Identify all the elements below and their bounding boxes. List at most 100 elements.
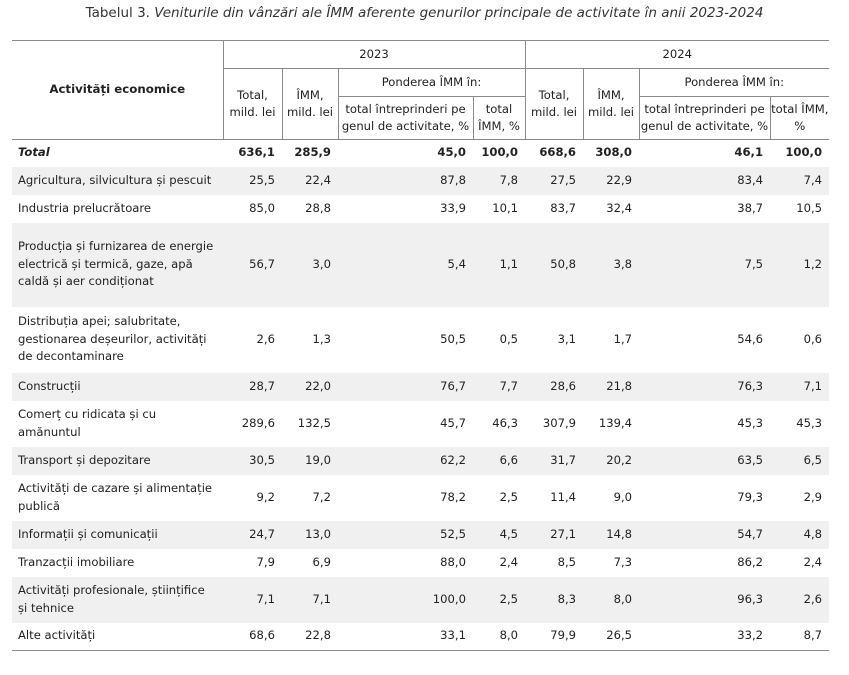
value-cell: 7,8 (473, 166, 526, 195)
header-share-2023: Ponderea ÎMM în: (337, 68, 526, 97)
value-cell: 3,0 (282, 222, 338, 307)
value-cell: 85,0 (249, 200, 275, 215)
value-cell: 2,6 (770, 576, 830, 623)
value-cell: 83,7 (550, 200, 577, 215)
value-cell: 45,3 (796, 415, 823, 430)
table-row: Agricultura, silvicultura și pescuit 25,5… (12, 166, 830, 195)
activity-name-cell: Total (18, 145, 50, 160)
header-share-imm-2023: total ÎMM, % (472, 96, 526, 140)
table-caption-prefix: Tabelul 3. (85, 5, 155, 21)
value-cell: 9,2 (256, 489, 275, 504)
value-cell: 25,5 (223, 166, 282, 195)
activity-name-cell: Alte activități (12, 622, 223, 651)
value-cell: 6,5 (770, 446, 830, 475)
header-imm-2023: ÎMM, mild. lei (281, 68, 338, 140)
value-cell: 2,6 (256, 331, 275, 346)
header-share-ent-2023: total întreprinderi pe genul de activita… (337, 96, 473, 140)
value-cell: 38,7 (737, 200, 764, 215)
activity-name-cell: Tranzacții imobiliare (18, 554, 135, 569)
value-cell: 100,0 (785, 145, 823, 160)
value-cell: 4,8 (770, 520, 830, 549)
activity-name-cell: Producția și furnizarea de energie elect… (12, 222, 223, 307)
value-cell: 7,2 (312, 489, 331, 504)
header-imm-2024: ÎMM, mild. lei (582, 68, 640, 140)
value-cell: 50,8 (525, 222, 584, 307)
table-row: Construcții 28,7 22,0 76,7 7,7 28,6 21,8 76,3 7,… (12, 372, 830, 401)
value-cell: 0,5 (499, 331, 519, 346)
value-cell: 5,4 (338, 222, 473, 307)
value-cell: 46,1 (734, 145, 764, 160)
value-cell: 668,6 (539, 145, 577, 160)
value-cell: 636,1 (238, 145, 275, 160)
table-header: Activități economice 2023 2024 Total, mi… (12, 40, 830, 140)
value-cell: 54,7 (639, 520, 771, 549)
table-row: Activități de cazare și alimentație publ… (12, 475, 829, 521)
table-row: Activități profesionale, științifice și … (12, 576, 830, 623)
header-activities: Activități economice (12, 40, 223, 140)
value-cell: 10,1 (492, 200, 519, 215)
value-cell: 139,4 (598, 415, 633, 430)
value-cell: 1,1 (473, 222, 526, 307)
value-cell: 6,9 (312, 554, 331, 569)
value-cell: 28,6 (525, 372, 584, 401)
table-caption-title: Veniturile din vânzări ale ÎMM aferente … (154, 5, 764, 21)
table-caption: Tabelul 3. Veniturile din vânzări ale ÎM… (0, 5, 849, 21)
header-total-2023: Total, mild. lei (222, 68, 282, 140)
value-cell: 63,5 (639, 446, 771, 475)
header-share-imm-2024: total ÎMM, % (769, 96, 830, 140)
value-cell: 22,0 (282, 372, 338, 401)
value-cell: 20,2 (583, 446, 640, 475)
value-cell: 52,5 (338, 520, 473, 549)
value-cell: 32,4 (606, 200, 633, 215)
activity-name-cell: Comerț cu ridicata și cu amănuntul (18, 406, 157, 439)
activity-name-cell: Activități de cazare și alimentație publ… (18, 480, 213, 513)
value-cell: 45,0 (437, 145, 466, 160)
value-cell: 27,1 (525, 520, 584, 549)
value-cell: 7,3 (613, 554, 633, 569)
value-cell: 54,6 (737, 331, 764, 346)
value-cell: 308,0 (595, 145, 633, 160)
value-cell: 27,5 (525, 166, 584, 195)
value-cell: 50,5 (440, 331, 466, 346)
activity-name-cell: Informații și comunicații (12, 520, 223, 549)
value-cell: 1,3 (312, 331, 331, 346)
table-row: Distribuția apei; salubritate, gestionar… (12, 307, 829, 373)
value-cell: 289,6 (241, 415, 275, 430)
value-cell: 1,2 (770, 222, 830, 307)
table-row: Alte activități 68,6 22,8 33,1 8,0 79,9 26,5 33… (12, 622, 830, 651)
value-cell: 307,9 (542, 415, 577, 430)
value-cell: 100,0 (481, 145, 519, 160)
value-cell: 8,0 (473, 622, 526, 651)
value-cell: 2,5 (473, 576, 526, 623)
value-cell: 2,4 (499, 554, 519, 569)
value-cell: 24,7 (223, 520, 282, 549)
value-cell: 26,5 (583, 622, 640, 651)
value-cell: 46,3 (492, 415, 519, 430)
value-cell: 10,5 (796, 200, 823, 215)
activity-name-cell: Transport și depozitare (12, 446, 223, 475)
table-row: Comerț cu ridicata și cu amănuntul 289,6 1… (12, 401, 829, 447)
value-cell: 8,7 (770, 622, 830, 651)
value-cell: 83,4 (639, 166, 771, 195)
data-table: Activități economice 2023 2024 Total, mi… (12, 40, 830, 651)
value-cell: 285,9 (294, 145, 331, 160)
value-cell: 28,8 (305, 200, 331, 215)
table-row: Producția și furnizarea de energie elect… (12, 222, 830, 307)
value-cell: 7,4 (770, 166, 830, 195)
value-cell: 7,1 (770, 372, 830, 401)
value-cell: 68,6 (223, 622, 282, 651)
header-share-2024: Ponderea ÎMM în: (638, 68, 830, 97)
value-cell: 3,1 (557, 331, 577, 346)
value-cell: 6,6 (473, 446, 526, 475)
table-row: Informații și comunicații 24,7 13,0 52,5 4,5… (12, 520, 830, 549)
activity-name-cell: Activități profesionale, științifice și … (12, 576, 223, 623)
value-cell: 4,5 (473, 520, 526, 549)
header-year-2023: 2023 (222, 40, 526, 69)
value-cell: 30,5 (223, 446, 282, 475)
value-cell: 79,9 (525, 622, 584, 651)
value-cell: 19,0 (282, 446, 338, 475)
value-cell: 22,4 (282, 166, 338, 195)
value-cell: 21,8 (583, 372, 640, 401)
value-cell: 3,8 (583, 222, 640, 307)
value-cell: 8,3 (525, 576, 584, 623)
